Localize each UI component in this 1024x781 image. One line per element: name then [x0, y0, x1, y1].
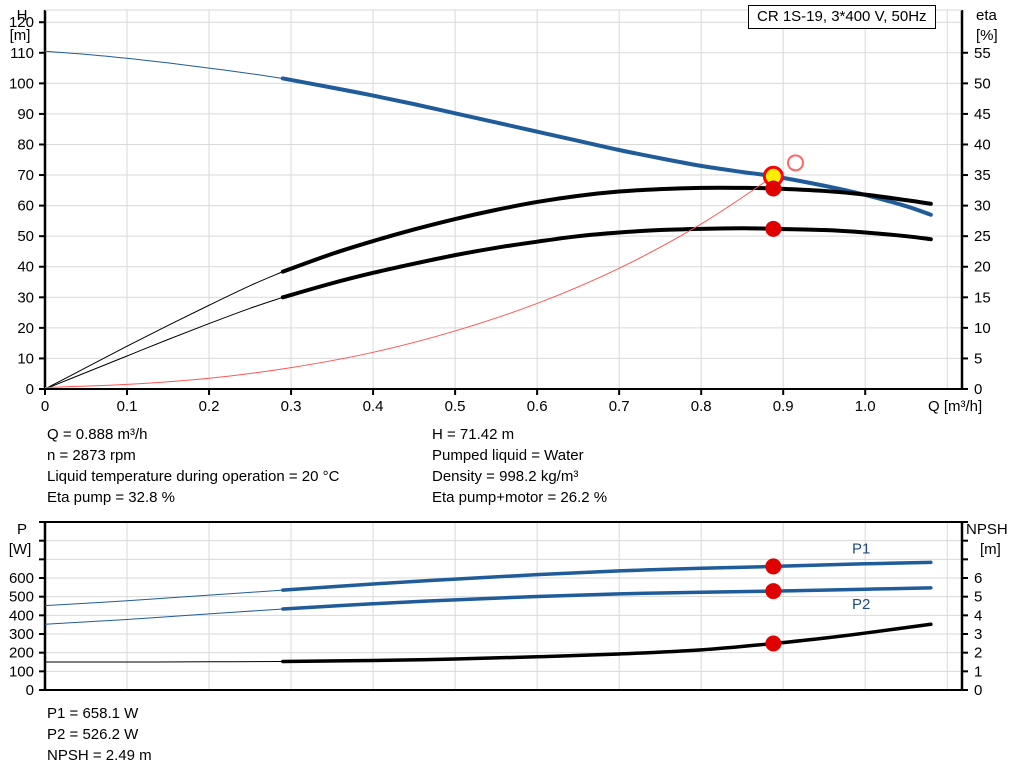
tick-label-right: 1 — [974, 663, 982, 680]
tick-label-right: 40 — [974, 136, 991, 153]
info-p2: P2 = 526.2 W — [47, 726, 139, 743]
y-right-axis-title: NPSH — [966, 521, 1008, 538]
tick-label-right: 2 — [974, 645, 982, 662]
tick-label-bottom: 0 — [41, 398, 49, 415]
tick-label-left: 10 — [17, 350, 34, 367]
info-eta-pump: Eta pump = 32.8 % — [47, 489, 175, 506]
tick-label-left: 400 — [9, 607, 34, 624]
y-right-axis-title: eta — [976, 7, 998, 24]
pump-model-title: CR 1S-19, 3*400 V, 50Hz — [748, 5, 936, 29]
tick-label-right: 0 — [974, 682, 982, 699]
curve-thin-p2 — [45, 608, 283, 625]
curve-label-p2: P2 — [852, 596, 870, 613]
curve-thin-npsh — [45, 660, 283, 663]
tick-label-right: 10 — [974, 320, 991, 337]
tick-label-right: 55 — [974, 45, 991, 62]
duty-point-p2[interactable] — [765, 583, 782, 600]
curve-thin-p1 — [45, 589, 283, 607]
top-plot-area: 0 10 20 30 40 50 60 70 80 90 100 110 120 0 5 10 15 20 25 30… — [9, 7, 998, 415]
y-left-axis-unit: [W] — [9, 541, 32, 558]
tick-label-bottom: 0.5 — [445, 398, 466, 415]
curve-npsh — [281, 622, 933, 664]
tick-label-right: 5 — [974, 589, 982, 606]
tick-label-left: 70 — [17, 167, 34, 184]
tick-label-left: 300 — [9, 626, 34, 643]
tick-label-left: 200 — [9, 645, 34, 662]
tick-label-bottom: 0.4 — [363, 398, 384, 415]
tick-label-right: 20 — [974, 259, 991, 276]
tick-label-right: 4 — [974, 607, 982, 624]
tick-label-right: 6 — [974, 570, 982, 587]
curve-thin-head-h — [45, 50, 283, 79]
tick-label-left: 600 — [9, 570, 34, 587]
curve-thin-eta-pump — [45, 271, 284, 389]
duty-point-head-alt[interactable] — [786, 154, 804, 172]
tick-label-bottom: 0.9 — [773, 398, 794, 415]
info-liquid-temp: Liquid temperature during operation = 20… — [47, 468, 340, 485]
tick-label-bottom: 0.6 — [527, 398, 548, 415]
duty-point-eta-pump[interactable] — [765, 180, 782, 197]
curve-eta-pump — [280, 185, 933, 274]
tick-label-right: 5 — [974, 350, 982, 367]
info-density: Density = 998.2 kg/m³ — [432, 468, 579, 485]
curve-label-p1: P1 — [852, 540, 870, 557]
tick-label-right: 35 — [974, 167, 991, 184]
info-p1: P1 = 658.1 W — [47, 705, 139, 722]
tick-label-right: 15 — [974, 289, 991, 306]
tick-label-right: 0 — [974, 381, 982, 398]
info-pumped-liquid: Pumped liquid = Water — [432, 447, 584, 464]
tick-label-left: 110 — [10, 45, 34, 62]
tick-label-left: 120 — [9, 14, 34, 31]
head-efficiency-chart: 0 10 20 30 40 50 60 70 80 90 100 110 120 0 5 10 15 20 25 30… — [9, 7, 998, 415]
tick-label-bottom: 0.2 — [199, 398, 220, 415]
duty-point-npsh[interactable] — [765, 635, 782, 652]
y-right-axis-unit: [%] — [976, 27, 998, 44]
tick-label-bottom: 1.0 — [855, 398, 876, 415]
info-eta-pump-motor: Eta pump+motor = 26.2 % — [432, 489, 608, 506]
curve-head-h — [280, 76, 933, 217]
tick-label-left: 50 — [17, 228, 34, 245]
tick-label-right: 50 — [974, 75, 991, 92]
tick-label-left: 100 — [9, 75, 34, 92]
tick-label-left: 500 — [9, 589, 34, 606]
tick-label-left: 90 — [17, 106, 34, 123]
tick-label-left: 0 — [26, 381, 34, 398]
tick-label-left: 60 — [17, 198, 34, 215]
info-npsh: NPSH = 2.49 m — [47, 747, 152, 764]
curve-p2 — [281, 586, 933, 611]
tick-label-bottom: 0.3 — [281, 398, 302, 415]
info-q: Q = 0.888 m³/h — [47, 426, 148, 443]
tick-label-right: 30 — [974, 198, 991, 215]
tick-label-right: 45 — [974, 106, 991, 123]
tick-label-right: 3 — [974, 626, 982, 643]
tick-label-left: 80 — [17, 136, 34, 153]
duty-point-eta-pump-motor[interactable] — [765, 220, 782, 237]
curve-thin-eta-pump-motor — [45, 296, 284, 389]
info-n: n = 2873 rpm — [47, 447, 136, 464]
duty-point-p1[interactable] — [765, 558, 782, 575]
x-axis-title: Q [m³/h] — [928, 398, 982, 415]
y-right-axis-unit: [m] — [980, 541, 1001, 558]
tick-label-left: 40 — [17, 259, 34, 276]
y-left-axis-title: H — [17, 7, 28, 24]
curve-eta-pump-motor — [280, 226, 933, 300]
tick-label-left: 0 — [26, 682, 34, 699]
info-h: H = 71.42 m — [432, 426, 515, 443]
tick-label-right: 25 — [974, 228, 991, 245]
tick-label-bottom: 0.1 — [117, 398, 138, 415]
curve-system-curve — [45, 175, 774, 388]
tick-label-left: 20 — [17, 320, 34, 337]
tick-label-left: 30 — [17, 289, 34, 306]
tick-label-left: 100 — [9, 663, 34, 680]
curve-p1 — [281, 560, 933, 592]
tick-label-bottom: 0.8 — [691, 398, 712, 415]
tick-label-bottom: 0.7 — [609, 398, 630, 415]
y-left-axis-unit: [m] — [10, 27, 31, 44]
y-left-axis-title: P — [17, 521, 27, 538]
